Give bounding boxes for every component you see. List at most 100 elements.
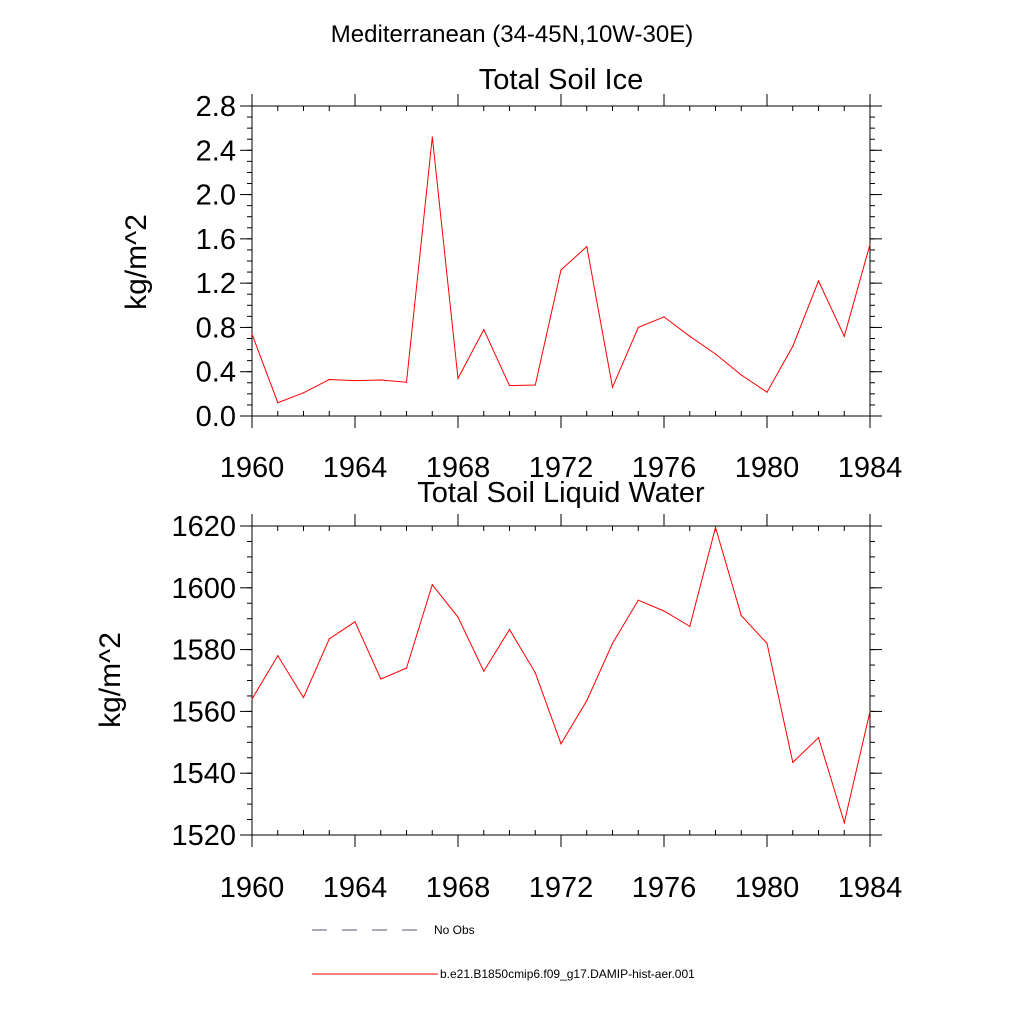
y-axis-label: kg/m^2 <box>120 214 153 310</box>
data-point <box>663 610 665 612</box>
series-line-soil-liquid-water <box>251 525 871 825</box>
data-point <box>766 391 768 393</box>
data-point <box>302 392 305 394</box>
series-points <box>251 526 871 824</box>
y-tick-label: 0.8 <box>196 312 236 344</box>
data-point <box>689 625 691 628</box>
y-tick-label: 2.4 <box>196 135 236 167</box>
data-point <box>354 621 356 623</box>
panel-total-soil-liquid-water: Total Soil Liquid Water kg/m^2 152015401… <box>94 477 902 904</box>
data-point <box>689 335 691 337</box>
major-ticks <box>240 514 882 847</box>
data-point <box>560 743 562 745</box>
x-tick-labels: 1960 1964 1968 1972 1976 1980 1984 <box>220 452 903 484</box>
legend: No Obs b.e21.B1850cmip6.f09_g17.DAMIP-hi… <box>312 923 695 981</box>
y-axis-label: kg/m^2 <box>94 632 127 728</box>
y-tick-label: 1560 <box>171 696 236 728</box>
x-tick-label: 1980 <box>735 452 800 484</box>
x-tick-label: 1976 <box>632 452 697 484</box>
data-point <box>354 379 356 382</box>
data-point <box>508 384 511 387</box>
legend-label: b.e21.B1850cmip6.f09_g17.DAMIP-hist-aer.… <box>440 967 695 981</box>
data-point <box>251 698 253 700</box>
data-point <box>792 345 794 347</box>
figure-suptitle: Mediterranean (34-45N,10W-30E) <box>331 21 693 48</box>
data-point <box>817 280 820 282</box>
data-point <box>508 628 511 631</box>
x-tick-label: 1980 <box>735 872 800 904</box>
x-tick-label: 1976 <box>632 872 697 904</box>
y-tick-label: 0.0 <box>196 401 236 433</box>
data-point <box>302 696 305 699</box>
panel-total-soil-ice: Total Soil Ice kg/m^2 0.0 0.4 0.8 1.2 1.6 2.0… <box>120 64 902 484</box>
data-point <box>380 379 382 381</box>
y-tick-label: 2.8 <box>196 91 236 123</box>
y-tick-label: 1.2 <box>196 268 236 300</box>
y-tick-label: 2.0 <box>196 180 236 212</box>
plot-frame <box>251 525 871 836</box>
x-tick-labels: 1960 1964 1968 1972 1976 1980 1984 <box>220 872 903 904</box>
panel-title: Total Soil Liquid Water <box>417 477 705 509</box>
legend-label: No Obs <box>434 923 475 937</box>
data-point <box>277 402 279 404</box>
y-tick-labels: 1520 1540 1560 1580 1600 1620 <box>171 511 236 852</box>
legend-item-no-obs: No Obs <box>312 923 475 937</box>
data-point <box>586 699 588 702</box>
data-point <box>534 672 536 674</box>
data-point <box>483 670 485 672</box>
x-tick-label: 1968 <box>426 872 491 904</box>
minor-ticks <box>247 105 875 417</box>
data-point <box>637 599 639 601</box>
data-point <box>714 353 717 355</box>
legend-item-model-run: b.e21.B1850cmip6.f09_g17.DAMIP-hist-aer.… <box>312 967 695 981</box>
data-point <box>251 333 253 335</box>
data-point <box>663 316 665 318</box>
data-point <box>586 246 588 248</box>
data-point <box>328 378 330 381</box>
data-point <box>431 136 433 138</box>
panel-title: Total Soil Ice <box>479 64 643 96</box>
x-tick-label: 1968 <box>426 452 491 484</box>
y-tick-label: 1.6 <box>196 224 236 256</box>
data-point <box>534 384 536 386</box>
x-tick-label: 1972 <box>529 452 594 484</box>
data-point <box>405 381 408 383</box>
minor-ticks <box>247 525 875 836</box>
data-point <box>817 737 820 739</box>
plot-frame <box>251 105 871 417</box>
data-point <box>328 638 330 640</box>
y-tick-label: 1520 <box>171 820 236 852</box>
data-point <box>869 243 871 245</box>
series-points <box>251 136 871 404</box>
y-tick-label: 0.4 <box>196 357 236 389</box>
x-tick-label: 1984 <box>838 452 903 484</box>
data-point <box>637 326 639 329</box>
data-point <box>431 584 433 586</box>
y-tick-label: 1540 <box>171 758 236 790</box>
data-point <box>483 329 485 331</box>
y-tick-label: 1600 <box>171 573 236 605</box>
y-tick-label: 1620 <box>171 511 236 543</box>
y-tick-label: 1580 <box>171 635 236 667</box>
data-point <box>405 667 408 669</box>
data-point <box>843 822 845 824</box>
data-point <box>843 335 845 337</box>
x-tick-label: 1964 <box>323 452 388 484</box>
data-point <box>380 678 382 680</box>
data-point <box>740 374 742 376</box>
x-tick-label: 1964 <box>323 872 388 904</box>
data-point <box>740 615 742 617</box>
data-point <box>792 761 794 763</box>
x-tick-label: 1972 <box>529 872 594 904</box>
data-point <box>766 642 768 645</box>
data-point <box>714 526 717 529</box>
data-point <box>560 269 562 271</box>
x-tick-label: 1984 <box>838 872 903 904</box>
x-tick-label: 1960 <box>220 872 285 904</box>
major-ticks <box>240 94 882 428</box>
x-tick-label: 1960 <box>220 452 285 484</box>
data-point <box>457 377 459 379</box>
data-point <box>611 642 614 645</box>
